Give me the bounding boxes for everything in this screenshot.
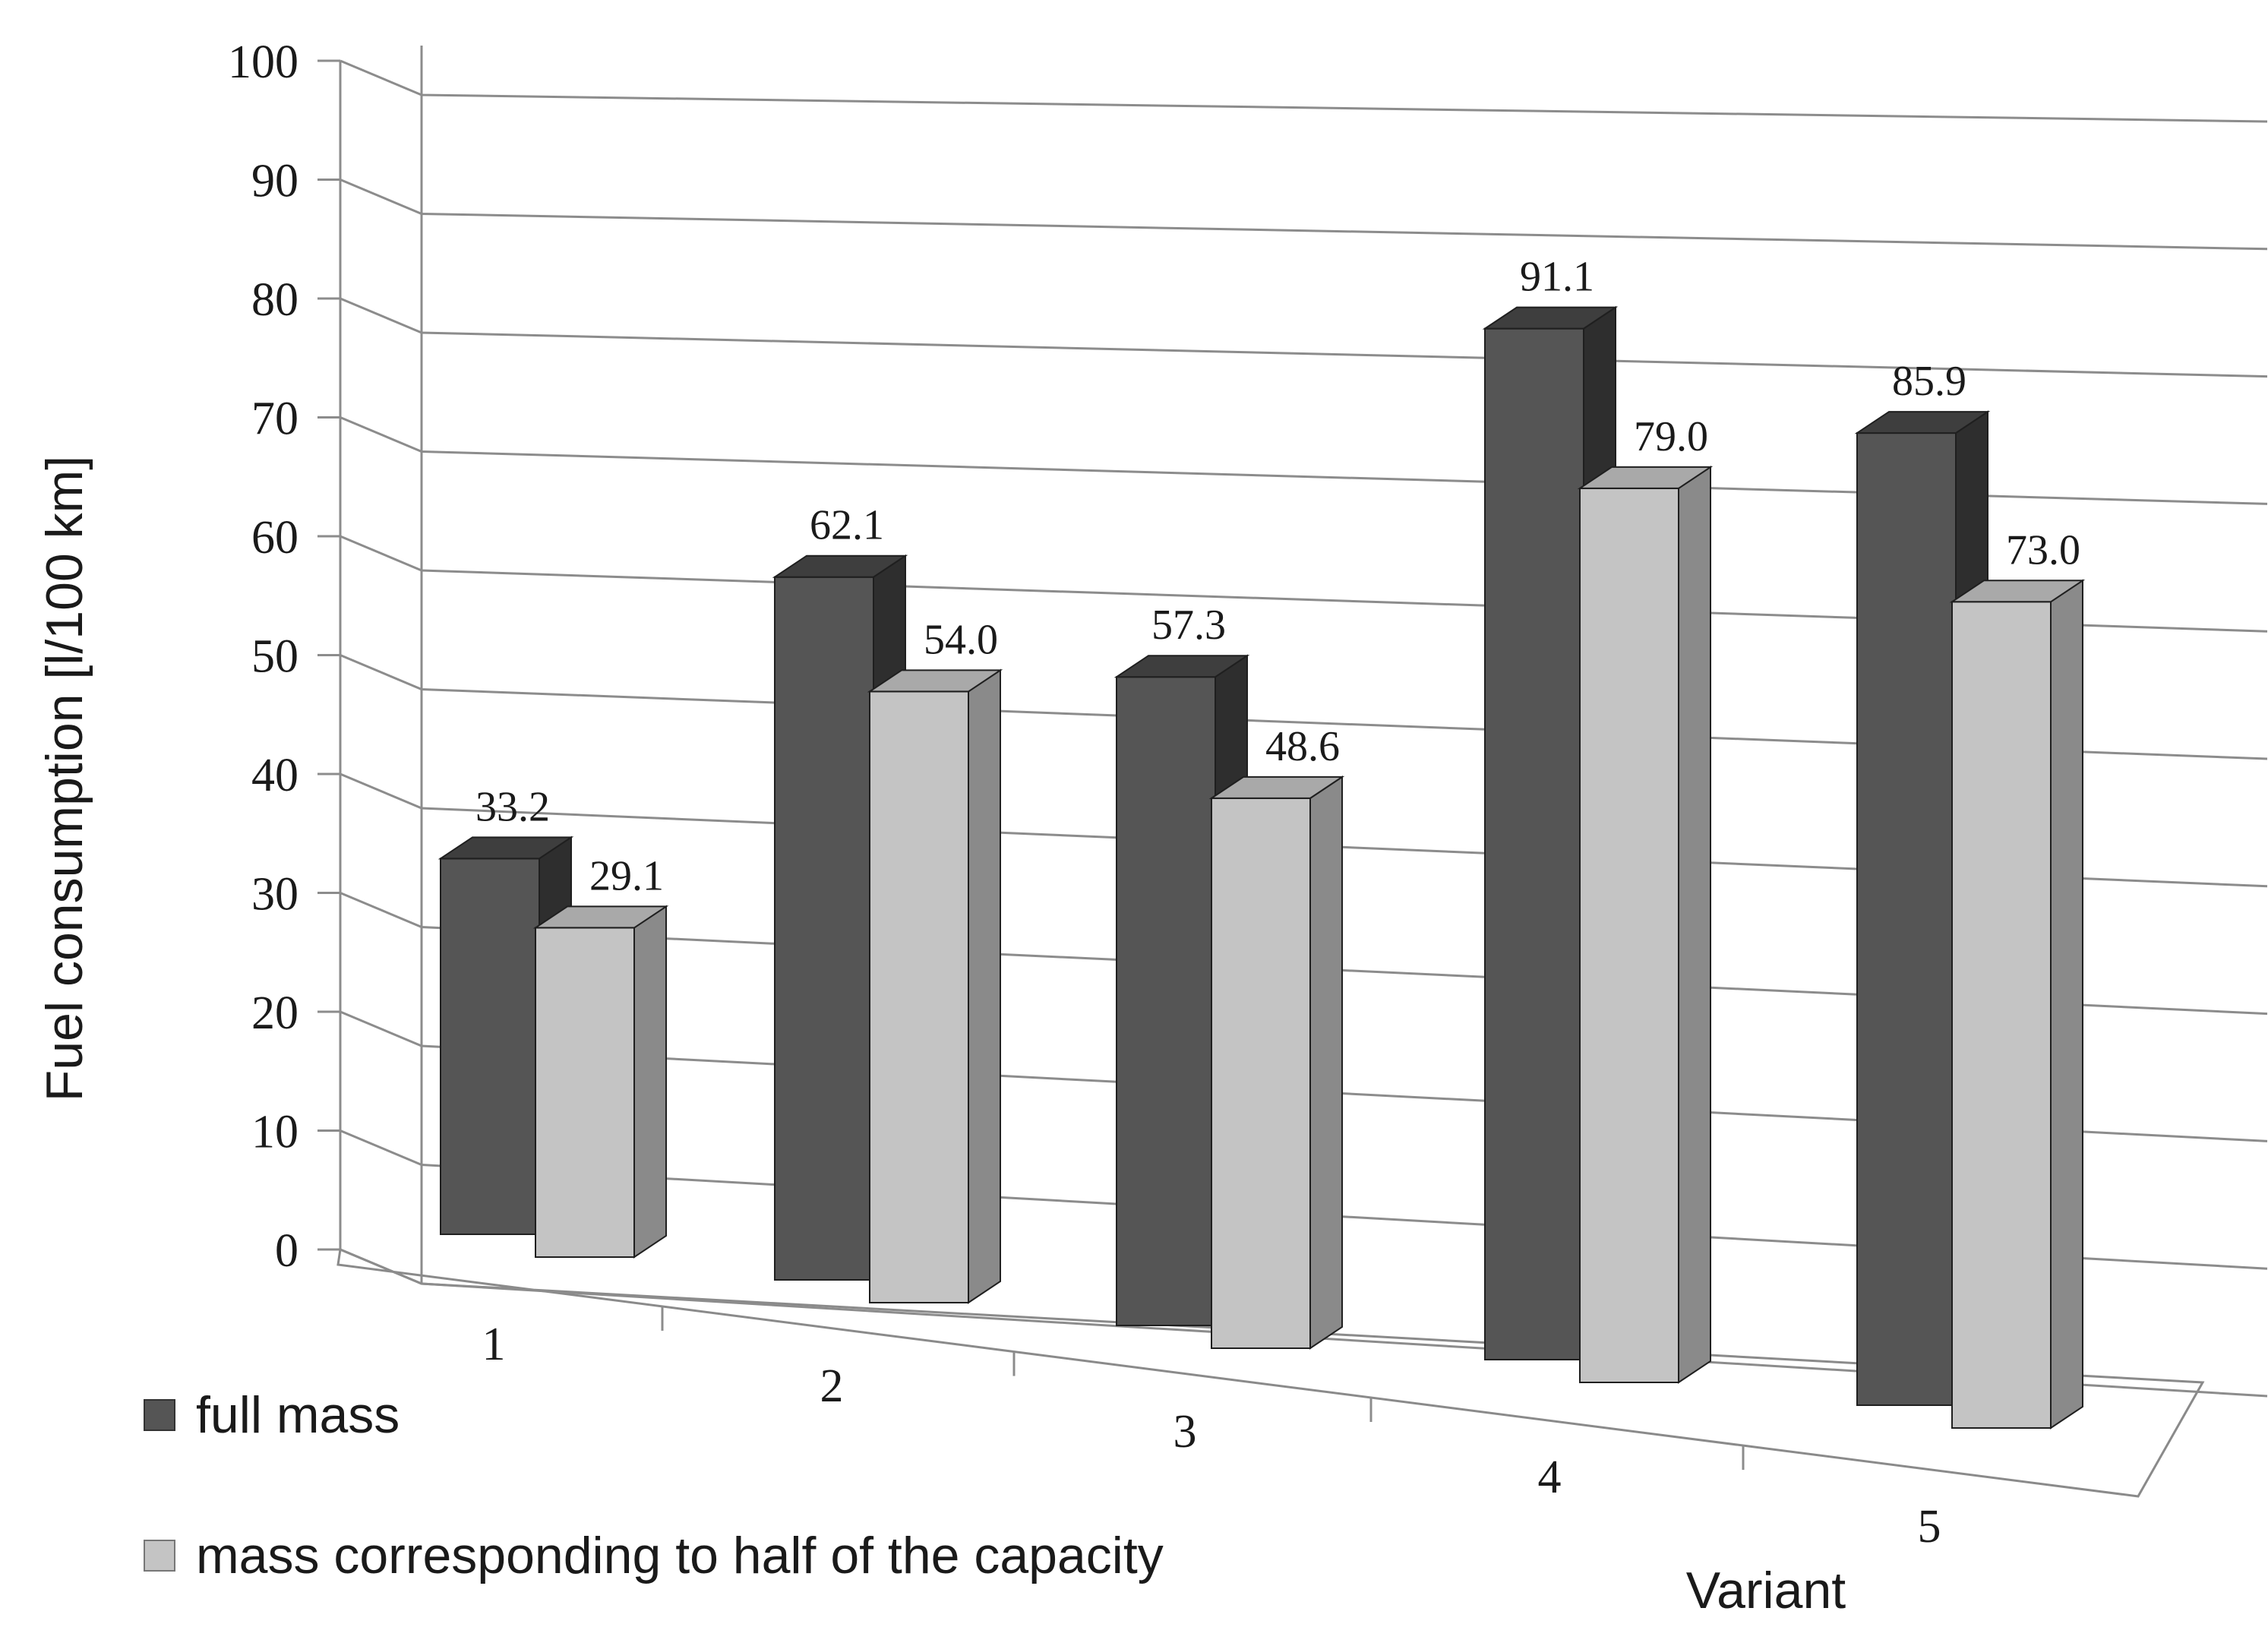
data-label-full-mass-1: 33.2 — [475, 783, 550, 830]
y-tick-label-40: 40 — [251, 750, 299, 801]
data-label-half-capacity-4: 79.0 — [1634, 413, 1708, 460]
bar-front — [1579, 487, 1679, 1383]
bars — [437, 305, 2086, 1430]
x-axis-categories: 1 2 3 4 5 — [482, 1306, 1941, 1553]
bar-side — [1678, 466, 1711, 1384]
x-axis-title: Variant — [1686, 1562, 1846, 1619]
bar-side — [1309, 775, 1343, 1350]
bar-top — [1208, 776, 1345, 799]
bar-half-capacity-2 — [867, 668, 1003, 1304]
bar-front — [535, 927, 635, 1259]
bar-front — [1856, 432, 1957, 1407]
y-tick-label-50: 50 — [251, 631, 299, 683]
bar-top — [1577, 466, 1714, 489]
legend-item-full-mass: full mass — [144, 1386, 400, 1444]
x-category-label-4: 4 — [1538, 1452, 1562, 1503]
data-label-half-capacity-3: 48.6 — [1265, 723, 1340, 770]
data-label-half-capacity-1: 29.1 — [589, 852, 664, 899]
bar-top — [772, 554, 908, 578]
bar-top — [1113, 655, 1250, 678]
bar-front — [869, 690, 969, 1303]
y-tick-label-30: 30 — [251, 869, 299, 921]
y-tick-label-0: 0 — [275, 1225, 299, 1277]
y-tick-label-60: 60 — [251, 512, 299, 564]
y-tick-label-10: 10 — [251, 1107, 299, 1158]
bar-front — [1951, 601, 2052, 1429]
bar-top — [1482, 306, 1619, 330]
x-category-label-2: 2 — [820, 1360, 844, 1412]
y-tick-label-70: 70 — [251, 393, 299, 445]
legend-swatch-full-mass — [144, 1399, 175, 1431]
data-label-full-mass-2: 62.1 — [810, 502, 884, 549]
y-axis-ticks: 0 10 20 30 40 50 60 70 80 90 100 — [228, 36, 340, 1277]
legend-label-half-capacity: mass corresponding to half of the capaci… — [196, 1527, 1164, 1584]
y-tick-label-90: 90 — [251, 156, 299, 207]
bar-top — [437, 836, 574, 860]
gridline-80 — [340, 297, 2268, 378]
bar-half-capacity-3 — [1208, 775, 1345, 1350]
bar-front — [1484, 327, 1584, 1360]
bar-half-capacity-5 — [1949, 579, 2086, 1430]
x-category-label-5: 5 — [1918, 1501, 1941, 1553]
bar-front — [1211, 797, 1311, 1349]
gridline-100 — [340, 59, 2268, 123]
bar-front — [1116, 676, 1216, 1326]
bar-half-capacity-4 — [1577, 466, 1714, 1384]
bar-top — [532, 905, 669, 929]
legend: full mass mass corresponding to half of … — [144, 1386, 1164, 1584]
data-labels: 33.2 62.1 57.3 91.1 85.9 29.1 54.0 48.6 79.0 73.0 — [475, 254, 2080, 900]
x-category-label-1: 1 — [482, 1319, 506, 1370]
bar-half-capacity-1 — [532, 905, 669, 1259]
data-label-half-capacity-2: 54.0 — [924, 616, 998, 663]
legend-item-half-capacity: mass corresponding to half of the capaci… — [144, 1527, 1164, 1584]
bar-top — [1854, 411, 1991, 434]
bar-front — [774, 576, 874, 1281]
x-category-label-3: 3 — [1173, 1406, 1197, 1458]
bar-side — [968, 668, 1001, 1304]
data-label-half-capacity-5: 73.0 — [2006, 526, 2080, 573]
bar-front — [440, 858, 540, 1235]
data-label-full-mass-5: 85.9 — [1892, 358, 1966, 405]
y-tick-label-20: 20 — [251, 987, 299, 1039]
y-tick-label-80: 80 — [251, 274, 299, 326]
bar-top — [867, 669, 1003, 693]
bar-top — [1949, 580, 2086, 603]
bar-side — [633, 905, 667, 1259]
y-tick-label-100: 100 — [228, 36, 299, 88]
gridline-90 — [340, 178, 2268, 251]
y-axis-title: Fuel consumption [l/100 km] — [36, 456, 93, 1101]
bar-side — [2050, 579, 2083, 1430]
data-label-full-mass-4: 91.1 — [1520, 254, 1594, 301]
data-label-full-mass-3: 57.3 — [1151, 602, 1226, 649]
legend-swatch-half-capacity — [144, 1540, 175, 1572]
legend-label-full-mass: full mass — [196, 1386, 400, 1444]
